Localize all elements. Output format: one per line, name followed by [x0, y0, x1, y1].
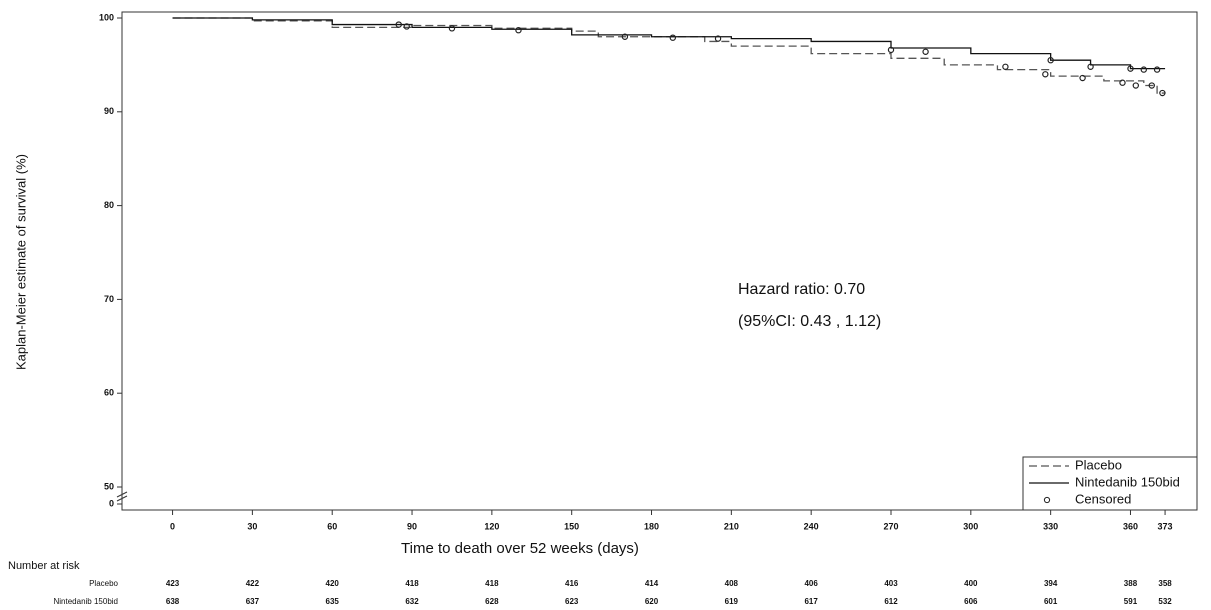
risk-row-label: Placebo — [89, 579, 118, 588]
y-tick-label: 100 — [99, 12, 114, 22]
x-tick-label: 300 — [963, 521, 978, 531]
legend-label: Censored — [1075, 491, 1131, 506]
legend: Placebo Nintedanib 150bid Censored — [1022, 456, 1198, 511]
y-tick-label: 90 — [104, 106, 114, 116]
risk-count: 637 — [246, 597, 260, 606]
risk-count: 420 — [326, 579, 340, 588]
x-tick-label: 120 — [484, 521, 499, 531]
censored-marker — [1132, 82, 1139, 89]
x-tick-label: 150 — [564, 521, 579, 531]
censored-marker — [1047, 57, 1054, 64]
x-tick-label: 30 — [247, 521, 257, 531]
y-tick-label: 60 — [104, 388, 114, 398]
risk-count: 406 — [804, 579, 818, 588]
censored-marker — [1119, 79, 1126, 86]
x-axis-label: Time to death over 52 weeks (days) — [401, 540, 639, 557]
risk-count: 416 — [565, 579, 579, 588]
y-tick-label: 80 — [104, 200, 114, 210]
risk-count: 403 — [884, 579, 898, 588]
risk-count: 591 — [1124, 597, 1138, 606]
censored-marker — [621, 33, 629, 40]
x-tick-label: 373 — [1158, 521, 1173, 531]
risk-table-title: Number at risk — [8, 560, 80, 572]
y-tick-label: 50 — [104, 481, 114, 491]
risk-count: 617 — [804, 597, 818, 606]
censored-marker — [1079, 74, 1086, 82]
x-tick-label: 90 — [407, 521, 417, 531]
survival-line — [172, 17, 1166, 70]
legend-symbol — [1043, 496, 1051, 504]
x-tick-label: 210 — [724, 521, 739, 531]
censored-marker — [1127, 65, 1134, 72]
censored-marker — [887, 46, 895, 54]
x-tick-label: 330 — [1043, 521, 1058, 531]
censored-marker — [515, 26, 522, 34]
y-tick-label: 0 — [109, 498, 114, 508]
risk-count: 612 — [884, 597, 898, 606]
censored-marker — [1087, 63, 1094, 70]
risk-count: 635 — [326, 597, 340, 606]
risk-count: 358 — [1158, 579, 1172, 588]
x-tick-label: 240 — [804, 521, 819, 531]
x-tick-label: 0 — [170, 521, 175, 531]
censored-marker — [1153, 66, 1161, 73]
legend-label: Nintedanib 150bid — [1075, 474, 1180, 489]
risk-count: 423 — [166, 579, 180, 588]
plot-frame — [121, 11, 1198, 511]
risk-count: 414 — [645, 579, 659, 588]
censored-marker — [395, 21, 402, 28]
risk-count: 394 — [1044, 579, 1058, 588]
x-tick-label: 180 — [644, 521, 659, 531]
risk-count: 408 — [725, 579, 739, 588]
risk-count: 638 — [166, 597, 180, 606]
risk-count: 418 — [405, 579, 419, 588]
survival-line — [172, 17, 1166, 94]
censored-marker — [1148, 82, 1155, 89]
y-tick-label: 70 — [104, 294, 114, 304]
risk-count: 388 — [1124, 579, 1138, 588]
risk-count: 619 — [725, 597, 739, 606]
censored-marker — [448, 25, 456, 32]
x-tick-label: 270 — [883, 521, 898, 531]
censored-marker — [714, 35, 722, 42]
risk-count: 620 — [645, 597, 659, 606]
x-tick-label: 360 — [1123, 521, 1138, 531]
risk-row-label: Nintedanib 150bid — [54, 597, 119, 606]
censored-marker — [1140, 66, 1147, 73]
censored-marker — [1002, 63, 1009, 70]
censored-marker — [922, 48, 929, 55]
legend-label: Placebo — [1075, 457, 1122, 472]
risk-count: 422 — [246, 579, 260, 588]
risk-count: 623 — [565, 597, 579, 606]
break-mark — [116, 495, 128, 502]
x-tick-label: 60 — [327, 521, 337, 531]
censored-marker — [403, 23, 410, 30]
annotation: Hazard ratio: 0.70 — [738, 281, 865, 298]
axis-break — [116, 491, 128, 502]
censored-marker — [1159, 89, 1166, 97]
break-mark — [116, 491, 128, 498]
risk-count: 601 — [1044, 597, 1058, 606]
risk-count: 400 — [964, 579, 978, 588]
risk-count: 532 — [1158, 597, 1172, 606]
censored-marker — [669, 34, 677, 41]
y-axis-label: Kaplan-Meier estimate of survival (%) — [13, 154, 28, 370]
risk-count: 418 — [485, 579, 499, 588]
risk-count: 628 — [485, 597, 499, 606]
annotation: (95%CI: 0.43 , 1.12) — [738, 313, 881, 330]
risk-count: 632 — [405, 597, 419, 606]
censored-marker — [1042, 71, 1049, 78]
risk-count: 606 — [964, 597, 978, 606]
